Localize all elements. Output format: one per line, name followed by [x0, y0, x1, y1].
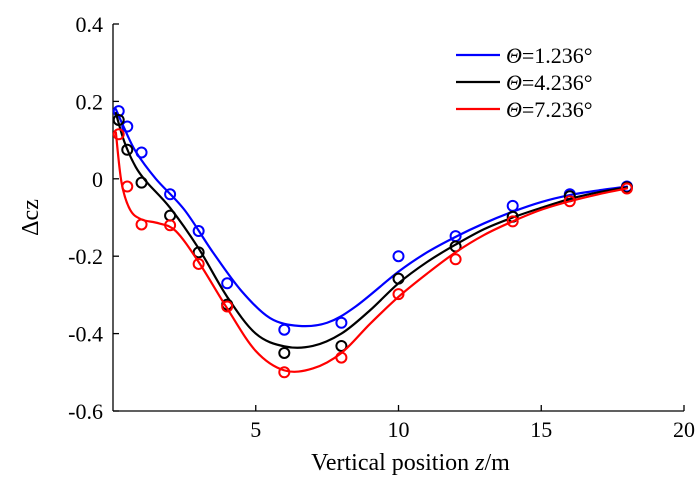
axes: -0.6 -0.4 -0.2 0 0.2 0.4 5 10 15 20: [68, 12, 695, 442]
series-3: [114, 129, 632, 377]
data-point: [137, 219, 147, 229]
data-point: [222, 278, 232, 288]
x-axis-label-part: z: [474, 450, 485, 476]
y-tick-label: -0.2: [68, 244, 103, 269]
data-point: [165, 211, 175, 221]
y-tick-label: 0.2: [76, 89, 104, 114]
legend-label: Θ=1.236°: [506, 43, 593, 68]
legend-symbol: Θ: [506, 43, 522, 68]
legend-value: =1.236°: [522, 43, 593, 68]
legend-label: Θ=4.236°: [506, 70, 593, 95]
legend-label: Θ=7.236°: [506, 97, 593, 122]
y-tick-label: -0.4: [68, 322, 103, 347]
data-point: [279, 348, 289, 358]
data-point: [279, 325, 289, 335]
x-axis-label: Vertical position z/m: [311, 450, 510, 476]
x-tick-label: 5: [250, 417, 261, 442]
legend-symbol: Θ: [506, 97, 522, 122]
series-1: [114, 106, 632, 335]
series-line: [116, 109, 627, 326]
data-point: [137, 147, 147, 157]
y-tick-label: -0.6: [68, 399, 103, 424]
data-point: [451, 254, 461, 264]
data-point: [137, 178, 147, 188]
legend: Θ=1.236°Θ=4.236°Θ=7.236°: [456, 43, 593, 122]
data-point: [508, 201, 518, 211]
plot-area: [114, 106, 632, 377]
data-point: [394, 251, 404, 261]
y-axis-label: Δcz: [18, 199, 44, 236]
y-tick-label: 0.4: [76, 12, 104, 37]
series-line: [116, 113, 627, 348]
legend-value: =4.236°: [522, 70, 593, 95]
x-tick-label: 20: [673, 417, 695, 442]
data-point: [122, 182, 132, 192]
x-tick-label: 10: [388, 417, 410, 442]
x-axis-label-part: /m: [484, 450, 510, 476]
legend-symbol: Θ: [506, 70, 522, 95]
x-axis-label-part: Vertical position: [311, 450, 475, 476]
legend-value: =7.236°: [522, 97, 593, 122]
chart: -0.6-0.4-0.200.20.45 10 15 20 Θ=1.236°Θ=4.2…: [0, 0, 700, 484]
x-tick-label: 15: [530, 417, 552, 442]
y-tick-label: 0: [92, 167, 103, 192]
series-line: [116, 132, 627, 371]
data-point: [336, 318, 346, 328]
